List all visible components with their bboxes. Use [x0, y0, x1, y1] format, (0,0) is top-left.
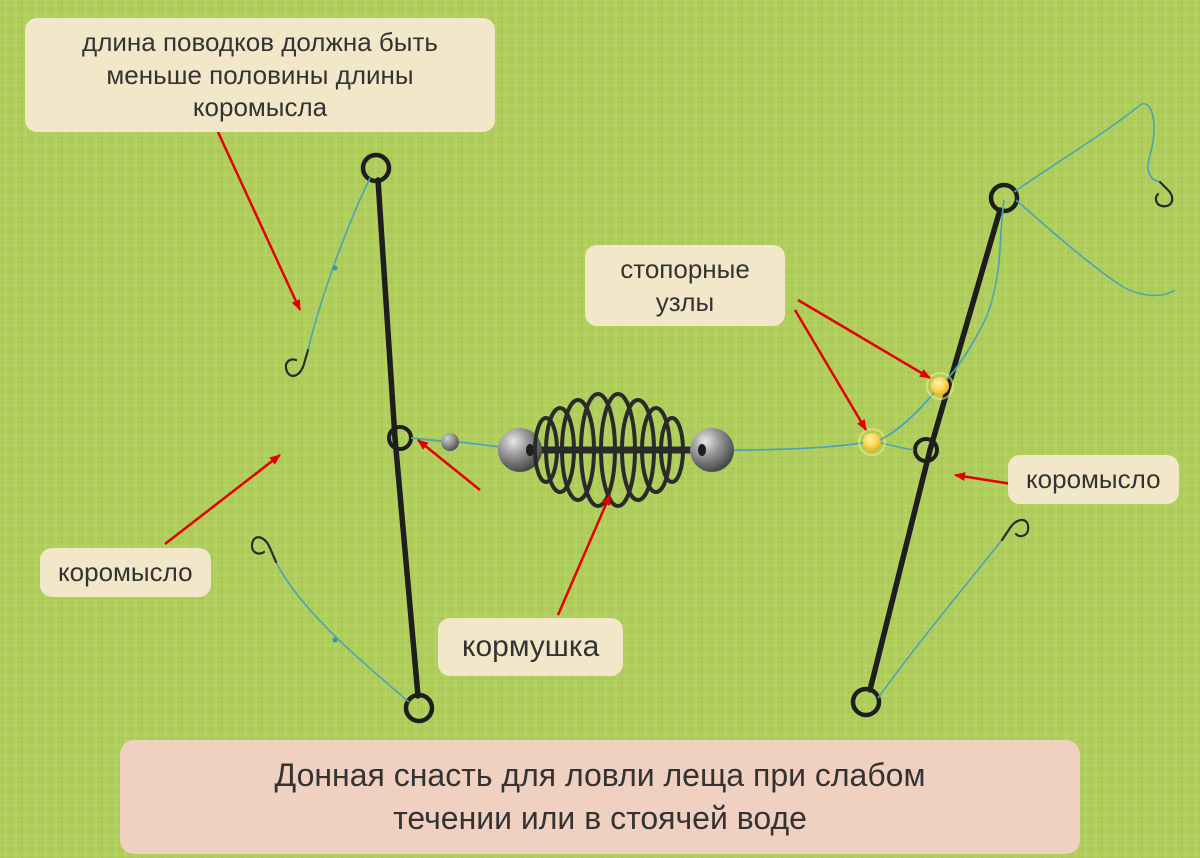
caption: Донная снасть для ловли леща при слабомт… — [120, 740, 1080, 854]
main-line-right — [734, 200, 1004, 455]
arrow-stopper-2 — [798, 300, 930, 378]
arrow-koromyslo-left — [165, 455, 280, 544]
right-koromyslo — [853, 185, 1017, 715]
caption-text: Донная снасть для ловли леща при слабомт… — [275, 757, 926, 836]
label-leash-length-text: длина поводков должна бытьменьше половин… — [82, 27, 438, 122]
label-stopper-knots-text: стопорныеузлы — [620, 254, 750, 317]
arrow-leash-length — [218, 132, 300, 310]
left-koromyslo — [363, 155, 432, 721]
label-stopper-knots: стопорныеузлы — [585, 245, 785, 326]
arrow-stopper-1 — [795, 310, 866, 430]
label-feeder-text: кормушка — [462, 630, 599, 663]
arrow-to-pivot-left — [418, 440, 480, 490]
main-line-left — [411, 433, 510, 451]
label-koromyslo-right: коромысло — [1008, 455, 1179, 504]
diagram-canvas: длина поводков должна бытьменьше половин… — [0, 0, 1200, 858]
leashes — [276, 104, 1175, 702]
label-koromyslo-left-text: коромысло — [58, 557, 193, 587]
label-leash-length: длина поводков должна бытьменьше половин… — [25, 18, 495, 132]
hooks — [252, 182, 1172, 562]
label-feeder: кормушка — [438, 618, 623, 676]
feeder — [498, 394, 734, 506]
arrow-feeder — [558, 495, 610, 615]
label-koromyslo-right-text: коромысло — [1026, 464, 1161, 494]
label-koromyslo-left: коромысло — [40, 548, 211, 597]
